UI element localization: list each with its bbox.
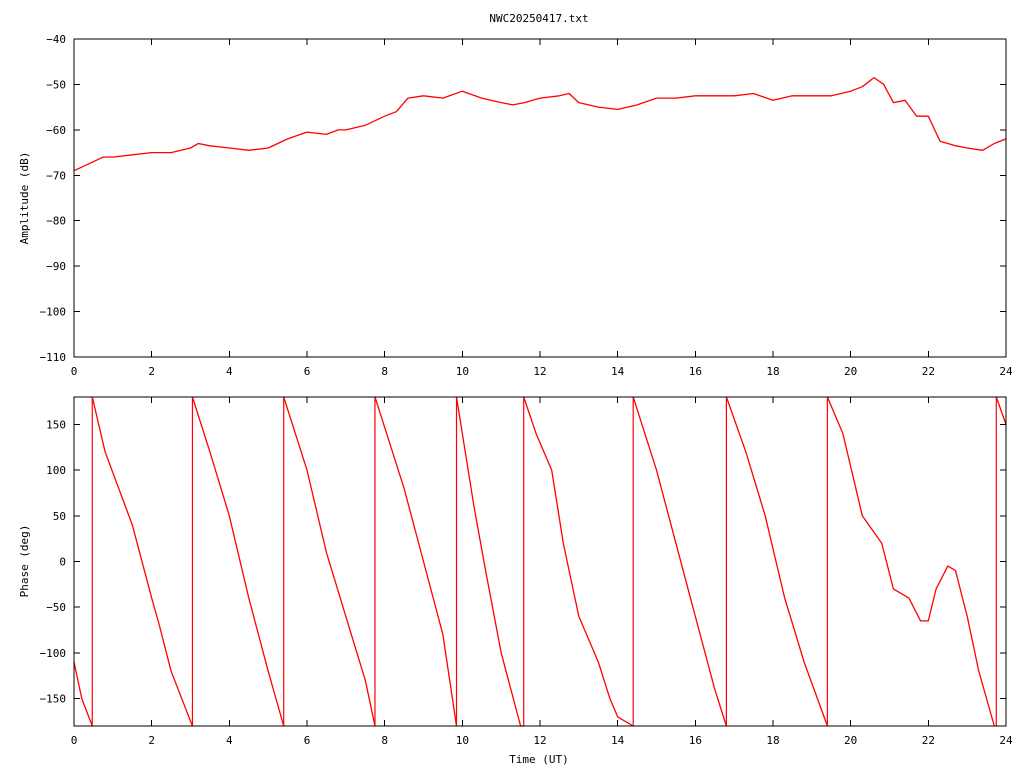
phase-xtick-label: 22 (922, 734, 935, 747)
phase-plot-frame (73, 396, 1007, 727)
amplitude-xtick-label: 8 (381, 365, 388, 378)
amplitude-xtick-label: 4 (226, 365, 233, 378)
phase-xlabel: Time (UT) (509, 753, 569, 766)
amplitude-ytick-label: −100 (40, 306, 67, 319)
phase-series-line (826, 396, 995, 727)
amplitude-ytick-label: −60 (46, 124, 66, 137)
phase-series-line (374, 396, 458, 727)
amplitude-ytick-label: −50 (46, 78, 66, 91)
amplitude-xtick-label: 20 (844, 365, 857, 378)
phase-xtick-label: 8 (381, 734, 388, 747)
amplitude-plot-frame (73, 38, 1007, 358)
phase-xtick-label: 12 (533, 734, 546, 747)
phase-ytick-label: −150 (40, 693, 67, 706)
amplitude-series-line (73, 76, 1007, 172)
phase-xtick-label: 6 (304, 734, 311, 747)
amplitude-xtick-label: 14 (611, 365, 625, 378)
amplitude-ytick-label: −70 (46, 169, 66, 182)
amplitude-xtick-label: 12 (533, 365, 546, 378)
phase-axes: 0 2 4 6 8 10 12 14 16 18 20 22 24150100500−50−100−15… (40, 397, 1013, 747)
phase-series-line (632, 396, 728, 727)
phase-ytick-label: 150 (46, 418, 66, 431)
phase-xtick-label: 10 (456, 734, 469, 747)
phase-ylabel: Phase (deg) (18, 525, 31, 598)
phase-xtick-label: 0 (71, 734, 78, 747)
amplitude-ytick-label: −80 (46, 215, 66, 228)
amplitude-xtick-label: 16 (689, 365, 702, 378)
phase-xtick-label: 24 (999, 734, 1013, 747)
amplitude-xtick-label: 10 (456, 365, 469, 378)
phase-series (73, 396, 1007, 727)
amplitude-axes: 0 2 4 6 8 10 12 14 16 18 20 22 24−40−50−60−70−80−90−… (40, 33, 1013, 378)
amplitude-xtick-label: 6 (304, 365, 311, 378)
phase-ytick-label: 0 (59, 556, 66, 569)
phase-ytick-label: 50 (53, 510, 66, 523)
amplitude-ytick-label: −90 (46, 260, 66, 273)
amplitude-ytick-label: −40 (46, 33, 66, 46)
phase-series-line (91, 396, 194, 727)
phase-xtick-label: 4 (226, 734, 233, 747)
amplitude-panel: 0 2 4 6 8 10 12 14 16 18 20 22 24−40−50−60−70−80−90−… (18, 33, 1013, 378)
phase-panel: 0 2 4 6 8 10 12 14 16 18 20 22 24150100500−50−100−15… (18, 396, 1013, 766)
phase-series-line (73, 661, 93, 727)
amplitude-ylabel: Amplitude (dB) (18, 152, 31, 245)
phase-series-line (283, 396, 376, 727)
phase-series-line (725, 396, 829, 727)
amplitude-xtick-label: 2 (148, 365, 155, 378)
phase-xtick-label: 16 (689, 734, 702, 747)
phase-ytick-label: −100 (40, 647, 67, 660)
phase-series-line (995, 396, 1007, 425)
amplitude-xtick-label: 24 (999, 365, 1013, 378)
phase-series-line (455, 396, 524, 727)
amplitude-xtick-label: 0 (71, 365, 78, 378)
amplitude-ytick-label: −110 (40, 351, 67, 364)
chart-title: NWC20250417.txt (489, 12, 588, 25)
phase-xtick-label: 20 (844, 734, 857, 747)
phase-series-line (523, 396, 634, 727)
phase-xtick-label: 14 (611, 734, 625, 747)
phase-series-line (191, 396, 285, 727)
phase-ytick-label: 100 (46, 464, 66, 477)
amplitude-xtick-label: 18 (766, 365, 779, 378)
phase-xtick-label: 2 (148, 734, 155, 747)
phase-ytick-label: −50 (46, 601, 66, 614)
amplitude-xtick-label: 22 (922, 365, 935, 378)
amplitude-series (73, 76, 1007, 172)
phase-xtick-label: 18 (766, 734, 779, 747)
